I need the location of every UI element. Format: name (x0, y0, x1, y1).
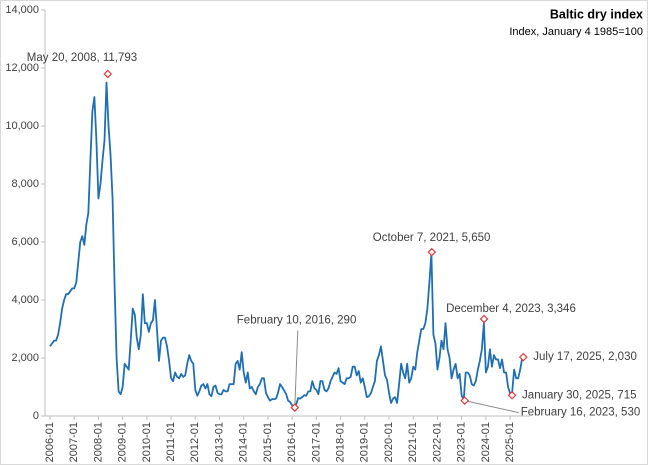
y-tick-label: 12,000 (5, 62, 39, 74)
x-tick-label: 2024-01 (480, 422, 492, 462)
annotation-label: July 17, 2025, 2,030 (533, 351, 637, 363)
x-tick-label: 2009-01 (117, 422, 129, 462)
annotation-marker (460, 396, 470, 405)
x-tick-label: 2019-01 (359, 422, 371, 462)
y-tick-label: 14,000 (5, 4, 39, 16)
annotation-marker (479, 314, 489, 324)
x-tick-label: 2007-01 (68, 422, 80, 462)
annotation-marker (507, 390, 517, 400)
x-tick-label: 2015-01 (262, 422, 274, 462)
y-tick-label: 10,000 (5, 120, 39, 132)
x-tick-label: 2022-01 (431, 422, 443, 462)
annotation-label: January 30, 2025, 715 (522, 389, 636, 401)
x-tick-label: 2018-01 (334, 422, 346, 462)
annotation-label: December 4, 2023, 3,346 (446, 303, 576, 315)
x-tick-label: 2006-01 (44, 422, 56, 462)
y-tick-label: 0 (33, 410, 39, 422)
x-tick-label: 2016-01 (286, 422, 298, 462)
annotation-label: October 7, 2021, 5,650 (373, 232, 491, 244)
line-series (49, 81, 524, 409)
x-tick-label: 2013-01 (213, 422, 225, 462)
x-tick-label: 2014-01 (238, 422, 250, 462)
x-tick-label: 2008-01 (92, 422, 104, 462)
x-tick-label: 2025-01 (504, 422, 516, 462)
y-tick-label: 4,000 (11, 294, 39, 306)
leader-line (294, 330, 299, 408)
annotation-label: February 10, 2016, 290 (237, 315, 357, 327)
annotation-label: February 16, 2023, 530 (521, 407, 641, 419)
x-tick-label: 2021-01 (407, 422, 419, 462)
annotation-label: May 20, 2008, 11,793 (27, 52, 137, 64)
y-tick-label: 8,000 (11, 178, 39, 190)
x-tick-label: 2012-01 (189, 422, 201, 462)
x-tick-label: 2017-01 (310, 422, 322, 462)
chart-subtitle: Index, January 4 1985=100 (509, 26, 643, 38)
leader-line (464, 400, 519, 414)
annotation-marker (427, 247, 437, 257)
annotation-marker (103, 69, 113, 79)
x-tick-label: 2023-01 (456, 422, 468, 462)
y-tick-label: 2,000 (11, 352, 39, 364)
x-tick-label: 2011-01 (165, 422, 177, 462)
x-tick-label: 2010-01 (141, 422, 153, 462)
annotation-marker (518, 352, 528, 362)
annotation-marker (290, 403, 300, 412)
chart-title: Baltic dry index (550, 7, 643, 21)
y-tick-label: 6,000 (11, 236, 39, 248)
x-tick-label: 2020-01 (383, 422, 395, 462)
